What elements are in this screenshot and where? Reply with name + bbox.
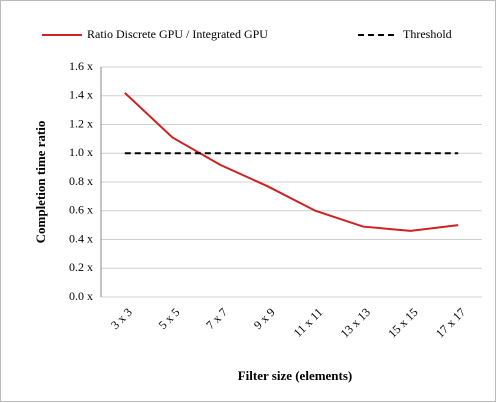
legend-label: Ratio Discrete GPU / Integrated GPU: [87, 27, 268, 41]
y-tick-label: 1.2 x: [69, 116, 93, 130]
x-axis-label: Filter size (elements): [238, 368, 353, 383]
y-tick-label: 0.4 x: [69, 231, 93, 245]
legend-label: Threshold: [403, 27, 452, 41]
y-tick-label: 1.4 x: [69, 88, 93, 102]
y-tick-label: 0.0 x: [69, 289, 93, 303]
y-tick-label: 0.2 x: [69, 260, 93, 274]
y-tick-label: 1.6 x: [69, 59, 93, 73]
y-tick-label: 0.6 x: [69, 203, 93, 217]
y-tick-label: 1.0 x: [69, 145, 93, 159]
y-axis-label: Completion time ratio: [33, 121, 48, 244]
line-series: [124, 92, 459, 232]
y-tick-label: 0.8 x: [69, 174, 93, 188]
